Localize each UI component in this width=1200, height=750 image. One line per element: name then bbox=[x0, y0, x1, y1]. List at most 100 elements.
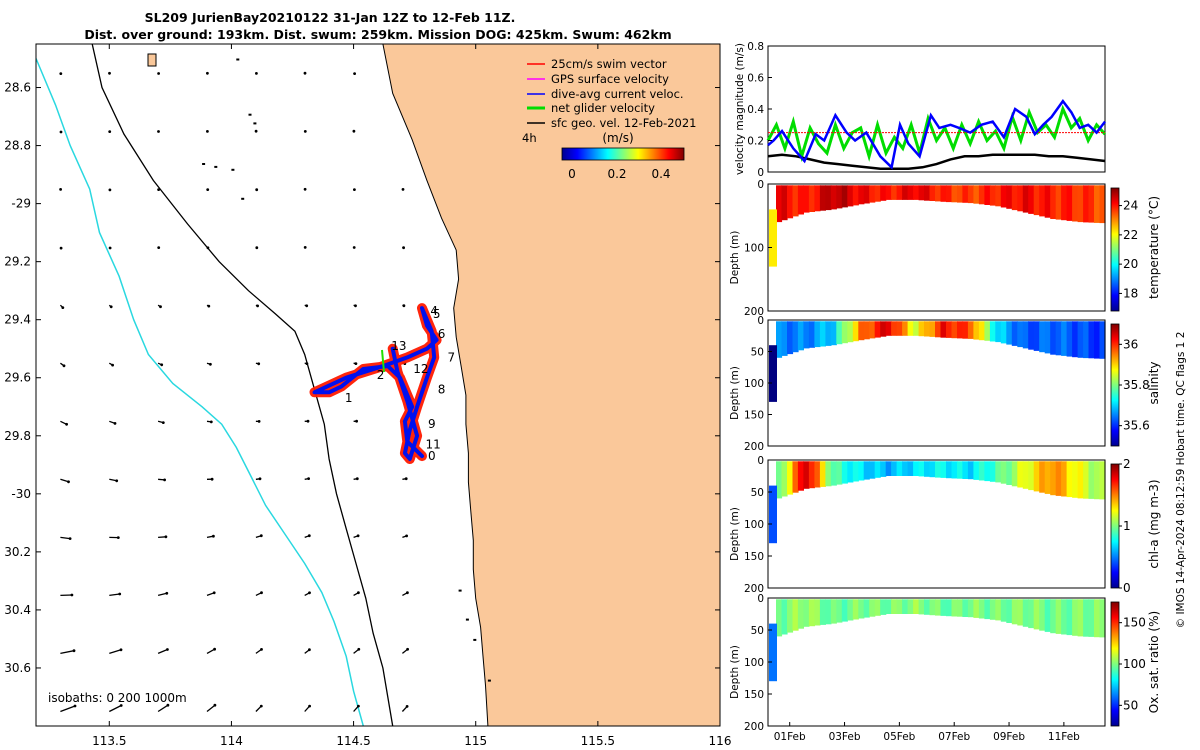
temperature-cell-53 bbox=[1067, 185, 1073, 221]
salinity-cell-4 bbox=[798, 321, 804, 350]
oxygen-cell-51 bbox=[1056, 599, 1062, 634]
temperature-cell-12 bbox=[842, 185, 848, 207]
salinity-cell-40 bbox=[995, 321, 1001, 342]
oxygen-cell-23 bbox=[902, 599, 908, 614]
oxygen-cell-1 bbox=[782, 599, 788, 634]
section-panels: 0100200Depth (m)18202224 temperature (°C)… bbox=[729, 179, 1161, 743]
geo-vector-10 bbox=[206, 130, 209, 133]
salinity-cell-18 bbox=[875, 321, 881, 337]
geo-vector-7 bbox=[60, 131, 63, 134]
chla-cell-5 bbox=[803, 461, 809, 489]
salinity-cell-48 bbox=[1039, 321, 1045, 352]
map-ytick-10: 30.6 bbox=[4, 661, 31, 675]
salinity-cell-23 bbox=[902, 321, 908, 336]
chla-cell-52 bbox=[1061, 461, 1067, 496]
temperature-cell-22 bbox=[897, 185, 903, 200]
map-ytick-9: 30.4 bbox=[4, 603, 31, 617]
chla-cell-17 bbox=[869, 461, 875, 478]
geo-vector-17 bbox=[206, 188, 209, 191]
oxygen-cell-43 bbox=[1012, 599, 1018, 624]
geo-vector-15 bbox=[109, 189, 112, 192]
oxygen-cell-50 bbox=[1050, 599, 1056, 633]
chla-cell-51 bbox=[1056, 461, 1062, 496]
chla-cell-33 bbox=[957, 461, 963, 478]
section-oxygen: 050100150200Depth (m)50100150 Ox. sat. ra… bbox=[729, 593, 1161, 743]
map-ytick-8: 30.2 bbox=[4, 545, 31, 559]
geo-vector-8 bbox=[108, 130, 111, 133]
salinity-cell-47 bbox=[1034, 321, 1040, 351]
chla-cell-46 bbox=[1028, 461, 1034, 490]
temperature-cell-23 bbox=[902, 185, 908, 200]
oxygen-ytick-4: 200 bbox=[744, 721, 764, 733]
island-1 bbox=[249, 114, 252, 116]
oxygen-cbtick-2: 150 bbox=[1123, 616, 1146, 630]
salinity-cell-35 bbox=[968, 321, 974, 339]
isobath-label: isobaths: 0 200 1000m bbox=[48, 691, 187, 705]
chla-cell-55 bbox=[1078, 461, 1084, 498]
temperature-cell-25 bbox=[913, 185, 919, 200]
salinity-cell-21 bbox=[891, 321, 897, 336]
salinity-ytick-3: 150 bbox=[744, 410, 764, 422]
salinity-cell-58 bbox=[1094, 321, 1100, 358]
legend-scale-label: 4h bbox=[522, 131, 537, 145]
velocity-ylabel: velocity magnitude (m/s) bbox=[734, 43, 746, 175]
chla-ytick-2: 100 bbox=[744, 519, 764, 531]
salinity-cell-55 bbox=[1078, 321, 1084, 358]
island-8 bbox=[466, 619, 469, 621]
oxygen-cell-27 bbox=[924, 599, 930, 615]
oxygen-ytick-1: 50 bbox=[751, 625, 764, 637]
chla-cbtick-2: 2 bbox=[1123, 457, 1131, 471]
oxygen-cell-12 bbox=[842, 599, 848, 621]
salinity-cell-41 bbox=[1001, 321, 1007, 343]
geo-vector-4 bbox=[255, 72, 258, 75]
oxygen-cell-28 bbox=[930, 599, 936, 615]
section-xtick-4: 09Feb bbox=[993, 731, 1025, 743]
temperature-cell-33 bbox=[957, 185, 963, 202]
chla-ylabel: Depth (m) bbox=[729, 507, 741, 561]
chla-cell-27 bbox=[924, 461, 930, 477]
chla-colorbar bbox=[1111, 464, 1119, 588]
map-xtick-3: 115 bbox=[464, 734, 487, 748]
oxygen-cell-57 bbox=[1089, 599, 1095, 637]
temperature-deep-profile bbox=[769, 209, 777, 266]
chla-cell-40 bbox=[995, 461, 1001, 482]
temperature-cell-58 bbox=[1094, 185, 1100, 223]
map-xtick-2: 114.5 bbox=[336, 734, 370, 748]
salinity-cell-31 bbox=[946, 321, 952, 338]
island-6 bbox=[253, 122, 256, 124]
salinity-cell-13 bbox=[847, 321, 853, 342]
section-xtick-5: 11Feb bbox=[1048, 731, 1080, 743]
oxygen-cell-54 bbox=[1072, 599, 1078, 636]
geo-vector-13 bbox=[353, 130, 356, 133]
chla-cell-48 bbox=[1039, 461, 1045, 492]
temperature-cell-20 bbox=[886, 185, 892, 200]
temperature-cell-14 bbox=[853, 185, 859, 205]
temperature-cell-16 bbox=[864, 185, 870, 203]
oxygen-cell-52 bbox=[1061, 599, 1067, 634]
copyright-footer: © IMOS 14-Apr-2024 08:12:59 Hobart time.… bbox=[1175, 332, 1187, 629]
salinity-ytick-4: 200 bbox=[744, 441, 764, 453]
chla-cell-6 bbox=[809, 461, 815, 488]
temperature-cell-56 bbox=[1083, 185, 1089, 222]
salinity-cell-39 bbox=[990, 321, 996, 341]
geo-vector-27 bbox=[304, 246, 307, 249]
salinity-cell-20 bbox=[886, 321, 892, 336]
geo-vector-23 bbox=[109, 247, 112, 250]
salinity-ytick-0: 0 bbox=[757, 315, 764, 327]
temperature-cell-32 bbox=[952, 185, 958, 202]
chla-cell-39 bbox=[990, 461, 996, 482]
track-label-5: 6 bbox=[438, 327, 446, 341]
chla-cbtick-1: 1 bbox=[1123, 519, 1131, 533]
section-xtick-0: 01Feb bbox=[774, 731, 806, 743]
chla-cell-32 bbox=[952, 461, 958, 478]
oxygen-cell-19 bbox=[880, 599, 886, 615]
temperature-cell-1 bbox=[782, 185, 788, 220]
salinity-cell-53 bbox=[1067, 321, 1073, 356]
geo-vector-11 bbox=[255, 130, 258, 133]
chla-cell-36 bbox=[973, 461, 979, 480]
chla-cell-54 bbox=[1072, 461, 1078, 498]
temperature-cbtick-2: 22 bbox=[1123, 228, 1138, 242]
temperature-cell-46 bbox=[1028, 185, 1034, 214]
oxygen-cell-35 bbox=[968, 599, 974, 617]
oxygen-cell-6 bbox=[809, 599, 815, 626]
